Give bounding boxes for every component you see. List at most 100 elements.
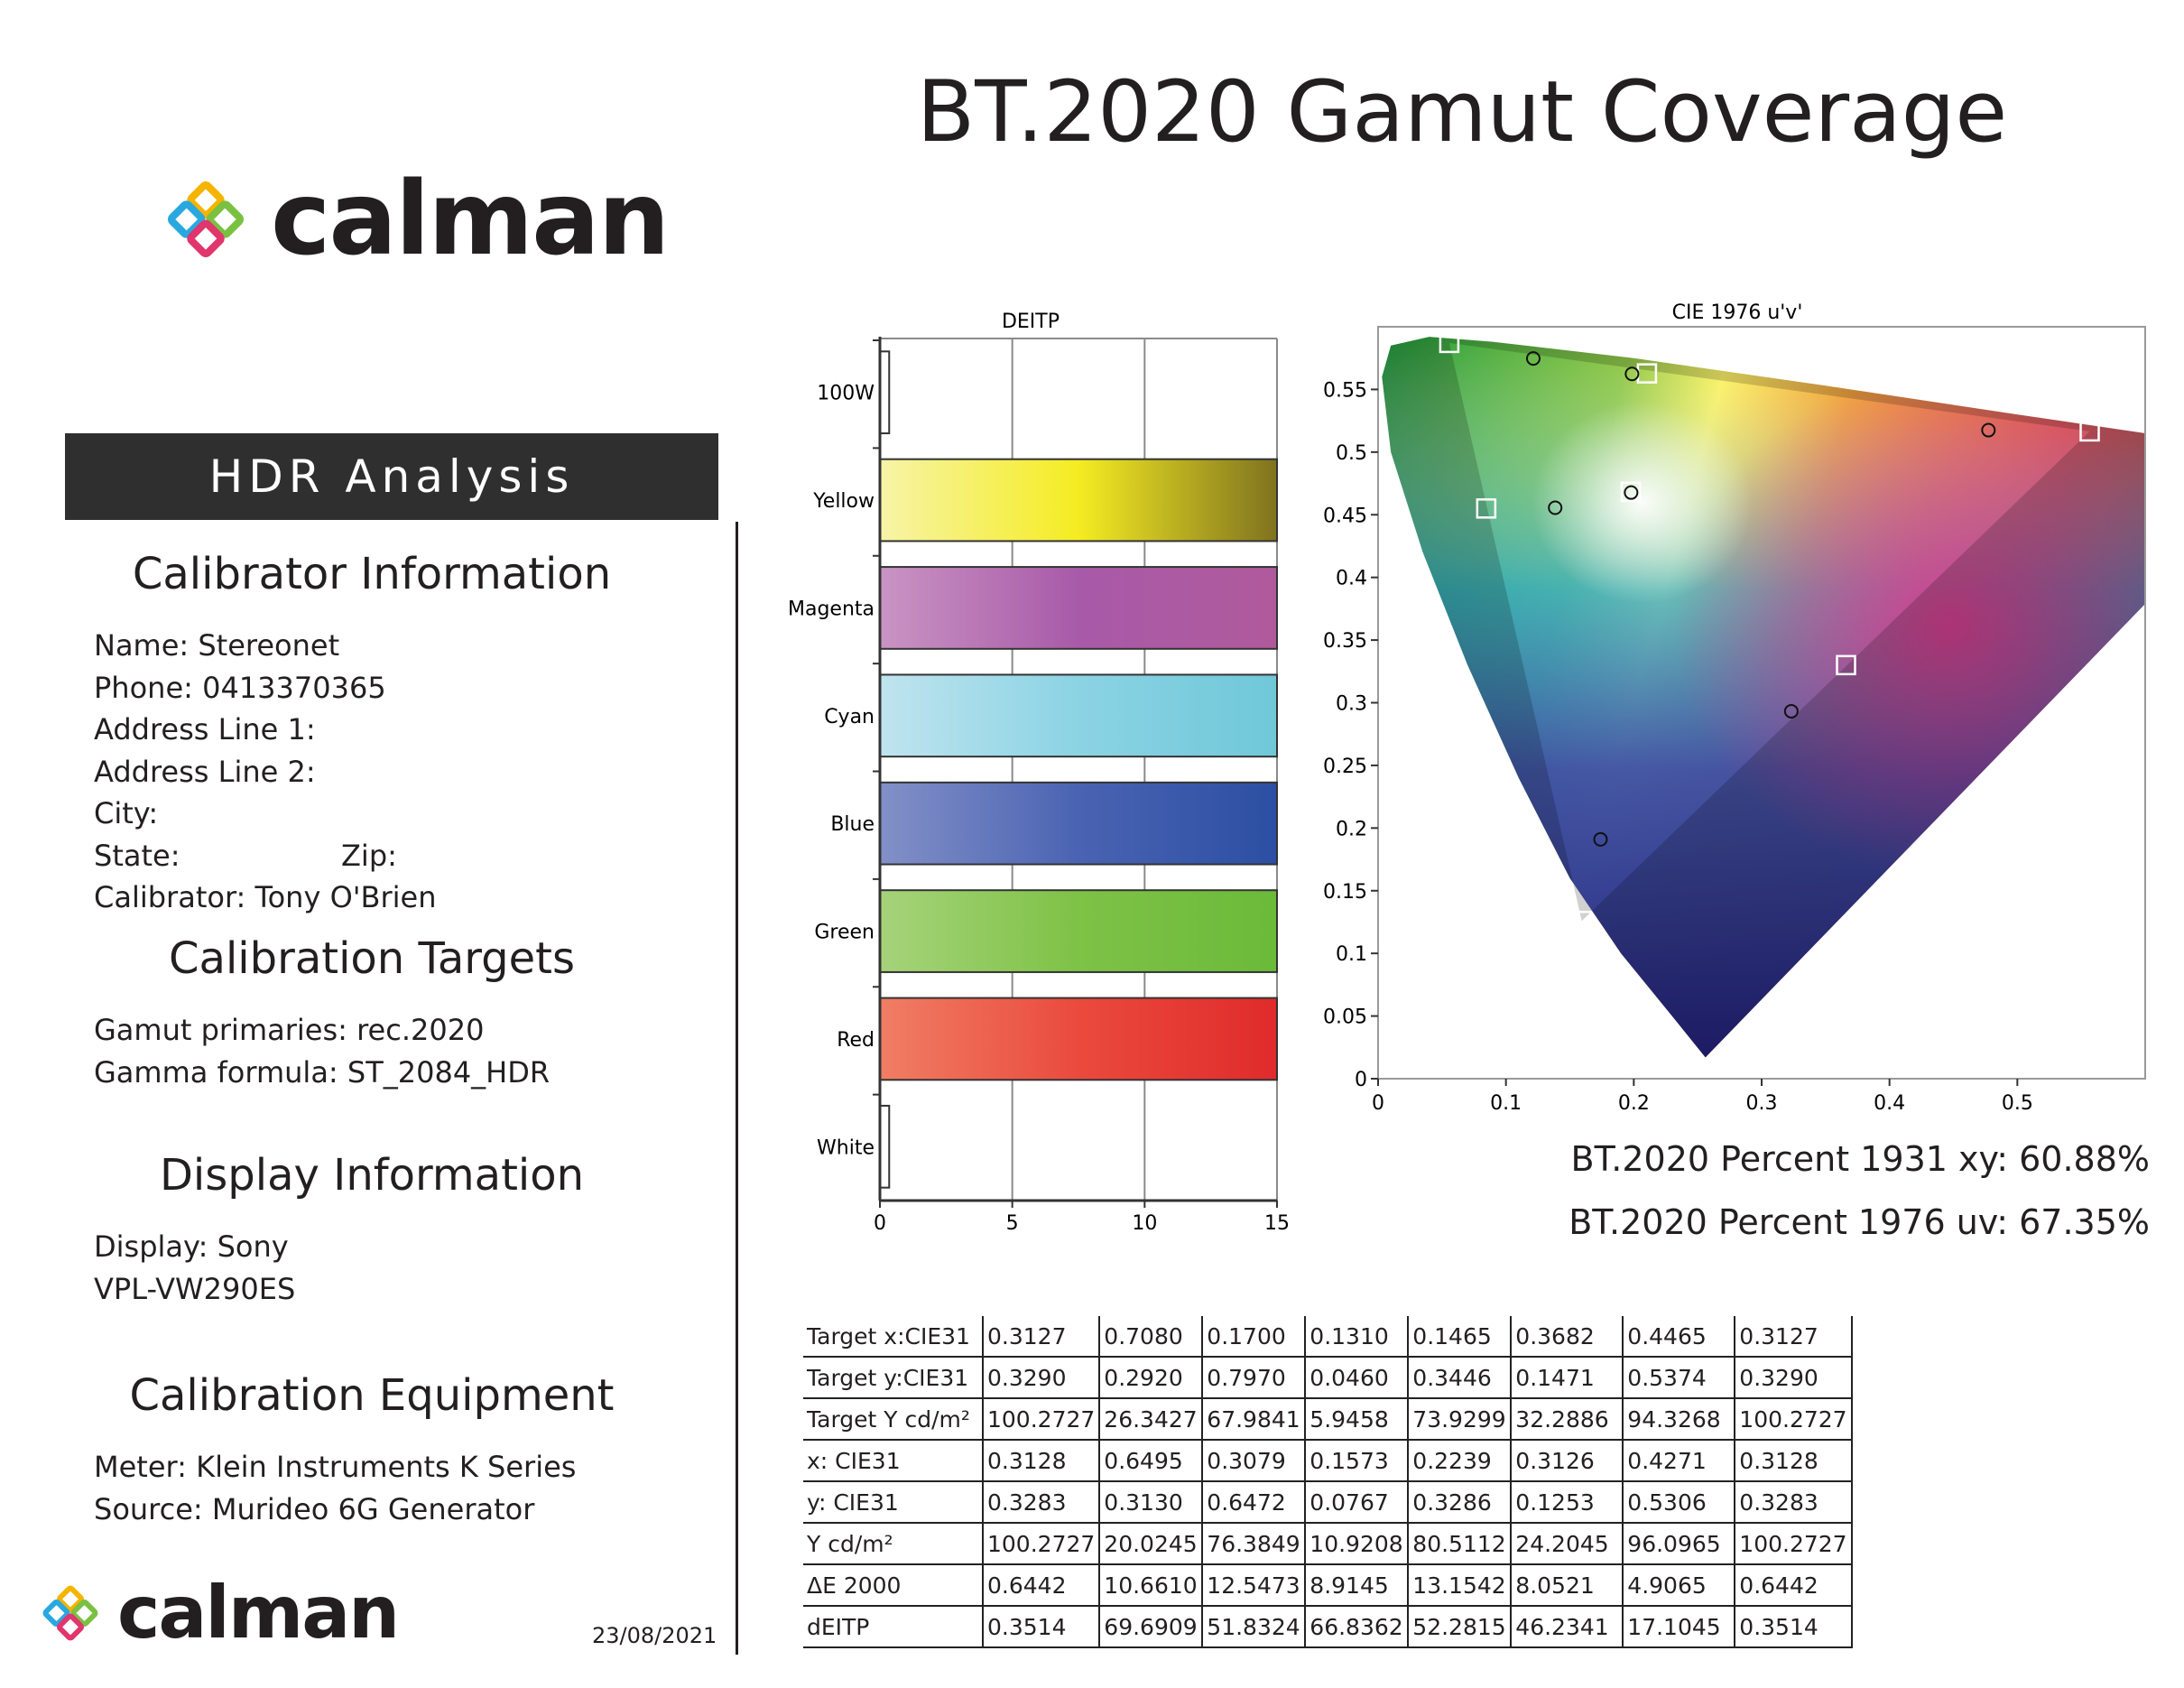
cie-x-tick-label: 0: [1372, 1092, 1384, 1115]
deitp-x-tick-label: 5: [1006, 1212, 1019, 1235]
city: City:: [94, 796, 159, 830]
table-cell: 0.6472: [1201, 1480, 1307, 1524]
table-cell: 0.5374: [1622, 1356, 1736, 1399]
cie-x-tick-label: 0.5: [2002, 1092, 2033, 1115]
calibration-targets: Gamut primaries: rec.2020 Gamma formula:…: [94, 1009, 550, 1093]
gamma-formula: Gamma formula: ST_2084_HDR: [94, 1054, 551, 1090]
table-cell: 17.1045: [1622, 1605, 1736, 1648]
table-cell: 0.3283: [981, 1480, 1101, 1524]
deitp-bar-white: [879, 1104, 891, 1189]
address-line-2: Address Line 2:: [94, 754, 316, 789]
table-cell: 0.1573: [1304, 1439, 1410, 1482]
table-cell: 0.6495: [1098, 1439, 1204, 1482]
table-cell: 100.2727: [1734, 1397, 1853, 1441]
table-cell: 100.2727: [1734, 1522, 1853, 1565]
table-cell: 0.3514: [981, 1605, 1101, 1648]
deitp-x-tick-label: 10: [1132, 1212, 1157, 1235]
equipment-info: Meter: Klein Instruments K Series Source…: [94, 1446, 576, 1530]
gamut-primaries: Gamut primaries: rec.2020: [94, 1013, 485, 1047]
table-row-label: Y cd/m²: [803, 1522, 984, 1565]
cie-x-tick-label: 0.2: [1618, 1092, 1650, 1115]
table-cell: 94.3268: [1622, 1397, 1736, 1441]
table-cell: 66.8362: [1304, 1605, 1410, 1648]
table-cell: 8.9145: [1304, 1563, 1410, 1607]
cie-measured-marker: [1624, 485, 1639, 500]
zip: Zip:: [341, 838, 397, 873]
table-cell: 0.5306: [1622, 1480, 1736, 1524]
table-cell: 0.4271: [1622, 1439, 1736, 1482]
deitp-category-label: Red: [837, 1029, 875, 1052]
table-row: y: CIE31 0.3283 0.3130 0.6472 0.0767 0.3286 0.…: [803, 1480, 1853, 1524]
table-cell: 0.3446: [1407, 1356, 1513, 1399]
table-cell: 0.3682: [1510, 1316, 1624, 1358]
table-cell: 0.3514: [1734, 1605, 1853, 1648]
table-cell: 12.5473: [1201, 1563, 1307, 1607]
deitp-bar-cyan: [879, 673, 1278, 758]
state: State:: [94, 838, 180, 873]
table-cell: 20.0245: [1098, 1522, 1204, 1565]
table-cell: 76.3849: [1201, 1522, 1307, 1565]
deitp-bar-green: [879, 889, 1278, 973]
table-cell: 0.3127: [981, 1316, 1101, 1358]
calibrator-info-title: Calibrator Information: [132, 549, 612, 599]
table-row: x: CIE31 0.3128 0.6495 0.3079 0.1573 0.2239 0.…: [803, 1439, 1853, 1482]
table-cell: 0.1465: [1407, 1316, 1513, 1358]
table-cell: 0.3290: [981, 1356, 1101, 1399]
table-cell: 24.2045: [1510, 1522, 1624, 1565]
table-cell: 73.9299: [1407, 1397, 1513, 1441]
cie-measured-marker: [1981, 422, 1996, 438]
table-cell: 0.0460: [1304, 1356, 1410, 1399]
table-row-label: Target y:CIE31: [803, 1356, 984, 1399]
cie-y-tick-label: 0.55: [1323, 379, 1367, 402]
table-cell: 0.3127: [1734, 1316, 1853, 1358]
cie-target-marker: [1571, 910, 1592, 932]
cie-measured-marker: [1624, 366, 1640, 382]
equipment-title: Calibration Equipment: [129, 1370, 615, 1421]
calman-logo-icon: [42, 1585, 98, 1641]
report-date: 23/08/2021: [592, 1623, 717, 1648]
table-cell: 0.2239: [1407, 1439, 1513, 1482]
table-row-label: ΔE 2000: [803, 1563, 984, 1607]
table-cell: 26.3427: [1098, 1397, 1204, 1441]
table-cell: 0.3079: [1201, 1439, 1307, 1482]
table-cell: 69.6909: [1098, 1605, 1204, 1648]
cie-out-of-gamut-shade: [1382, 337, 2145, 1058]
cie-target-marker: [1620, 481, 1642, 503]
cie-x-tick-label: 0.4: [1874, 1092, 1905, 1115]
measurement-table: Target x:CIE31 0.3127 0.7080 0.1700 0.1310 0.…: [803, 1316, 1853, 1648]
table-cell: 0.7970: [1201, 1356, 1307, 1399]
table-cell: 100.2727: [981, 1522, 1101, 1565]
deitp-category-label: Blue: [830, 813, 875, 836]
display-make: Display: Sony: [94, 1229, 289, 1264]
deitp-bar-blue: [879, 781, 1278, 866]
cie-y-tick-label: 0.3: [1336, 693, 1367, 716]
vertical-divider: [736, 522, 738, 1655]
footer-brand-logo: calman: [32, 1575, 400, 1651]
table-row-label: y: CIE31: [803, 1480, 984, 1524]
table-cell: 0.6442: [1734, 1563, 1853, 1607]
cie-y-tick-label: 0.25: [1323, 756, 1367, 778]
table-cell: 0.4465: [1622, 1316, 1736, 1358]
cie-measured-marker: [1783, 703, 1799, 719]
cie-measured-marker: [1525, 351, 1541, 366]
table-cell: 4.9065: [1622, 1563, 1736, 1607]
table-cell: 0.3130: [1098, 1480, 1204, 1524]
table-cell: 0.0767: [1304, 1480, 1410, 1524]
table-cell: 5.9458: [1304, 1397, 1410, 1441]
table-cell: 0.3128: [981, 1439, 1101, 1482]
deitp-category-label: 100W: [817, 383, 875, 405]
cie-y-tick-label: 0.15: [1323, 881, 1367, 904]
cie-target-marker: [2079, 421, 2100, 442]
table-cell: 32.2886: [1510, 1397, 1624, 1441]
table-cell: 0.7080: [1098, 1316, 1204, 1358]
table-row: Target y:CIE31 0.3290 0.2920 0.7970 0.0460 0.…: [803, 1356, 1853, 1399]
display-model: VPL-VW290ES: [94, 1271, 296, 1306]
cie-x-tick-label: 0.3: [1746, 1092, 1778, 1115]
table-cell: 51.8324: [1201, 1605, 1307, 1648]
table-cell: 13.1542: [1407, 1563, 1513, 1607]
table-row-label: dEITP: [803, 1605, 984, 1648]
cie-y-tick-label: 0.35: [1323, 630, 1367, 653]
meter: Meter: Klein Instruments K Series: [94, 1450, 577, 1484]
deitp-chart: DEITP 0 5 10 15 100W Yellow Magenta Cyan Blue Gre…: [788, 311, 1290, 1235]
display-info: Display: Sony VPL-VW290ES: [94, 1226, 295, 1310]
